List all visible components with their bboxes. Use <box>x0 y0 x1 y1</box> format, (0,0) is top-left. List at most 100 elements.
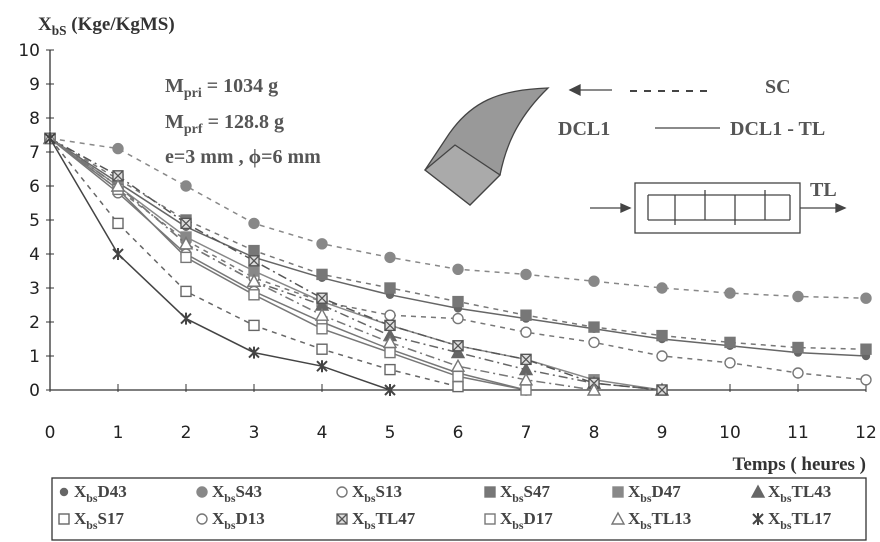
annotation: TL <box>810 179 837 201</box>
marker <box>196 486 208 498</box>
marker <box>316 268 328 281</box>
marker <box>384 309 396 321</box>
legend-entry: XbsS43 <box>196 482 262 505</box>
marker <box>110 178 126 192</box>
marker <box>656 329 668 342</box>
legend-label: XbsD13 <box>212 509 265 532</box>
marker <box>112 217 124 230</box>
marker <box>248 346 260 359</box>
y-tick-label: 4 <box>29 245 40 265</box>
marker <box>452 263 464 275</box>
marker <box>180 312 192 325</box>
marker <box>452 340 464 352</box>
series-line <box>49 137 527 391</box>
marker <box>452 370 464 383</box>
series-line <box>49 137 663 391</box>
marker <box>484 513 496 525</box>
marker <box>178 236 194 250</box>
x-tick-label: 1 <box>113 423 124 443</box>
x-tick-label: 12 <box>855 423 877 443</box>
marker <box>246 273 262 287</box>
legend-entry: XbsD43 <box>59 482 127 505</box>
x-tick-label: 2 <box>181 423 192 443</box>
marker <box>752 513 764 525</box>
x-tick-label: 4 <box>317 423 328 443</box>
y-tick-label: 0 <box>29 381 40 401</box>
marker <box>450 358 466 372</box>
annotation: DCL1 <box>558 118 610 140</box>
marker <box>336 513 348 525</box>
legend-entry: XbsD13 <box>196 509 265 532</box>
series-line <box>49 138 391 391</box>
series-line <box>49 137 663 391</box>
marker <box>44 132 56 145</box>
x-axis-label: Temps ( heures ) <box>732 454 866 475</box>
marker <box>316 343 328 355</box>
marker <box>180 217 192 230</box>
series-line <box>49 137 527 391</box>
marker <box>452 380 464 393</box>
annotation: e=3 mm , ϕ=6 mm <box>165 146 321 168</box>
marker <box>724 336 736 349</box>
legend-label: XbsS43 <box>212 482 262 505</box>
marker <box>610 511 626 525</box>
marker <box>656 282 668 294</box>
marker <box>724 357 736 369</box>
marker <box>384 346 396 359</box>
legend-label: XbsTL43 <box>768 482 831 505</box>
annotation: SC <box>765 76 791 98</box>
marker <box>452 312 464 325</box>
marker <box>656 350 668 362</box>
marker <box>248 319 260 332</box>
marker <box>384 363 396 376</box>
x-tick-label: 7 <box>521 423 532 443</box>
marker <box>248 217 260 230</box>
marker <box>612 486 624 498</box>
marker <box>724 287 736 299</box>
legend-label: XbsTL17 <box>768 509 832 532</box>
x-tick-label: 0 <box>45 423 56 443</box>
legend-label: XbsD43 <box>74 482 127 505</box>
marker <box>860 292 872 304</box>
legend-entry: XbsD47 <box>612 482 681 505</box>
marker <box>520 309 532 321</box>
y-tick-label: 2 <box>29 313 40 333</box>
legend-entry: XbsS17 <box>58 509 124 532</box>
y-tick-label: 1 <box>29 347 40 367</box>
legend-entry: XbsS13 <box>336 482 402 505</box>
x-tick-label: 3 <box>249 423 260 443</box>
marker <box>520 384 532 396</box>
y-tick-label: 6 <box>29 177 40 197</box>
marker <box>180 251 192 264</box>
marker <box>316 360 328 373</box>
marker <box>656 384 668 396</box>
marker <box>384 251 396 264</box>
marker <box>382 334 398 349</box>
legend-label: XbsS17 <box>74 509 124 532</box>
marker <box>520 326 532 338</box>
marker <box>384 384 396 396</box>
marker <box>248 244 260 257</box>
marker <box>59 487 69 497</box>
y-tick-label: 10 <box>18 41 40 61</box>
legend-label: XbsS47 <box>500 482 550 505</box>
marker <box>860 374 872 386</box>
marker <box>248 289 260 301</box>
marker <box>112 248 124 260</box>
marker <box>452 295 464 308</box>
marker <box>586 382 602 396</box>
series-line <box>49 137 663 391</box>
y-tick-label: 9 <box>29 75 40 95</box>
marker <box>750 484 766 498</box>
marker <box>180 285 192 298</box>
y-axis-label: XbS (Kge/KgMS) <box>38 14 175 38</box>
x-tick-label: 5 <box>385 423 396 443</box>
legend-label: XbsD17 <box>500 509 553 532</box>
marker <box>384 319 396 332</box>
x-tick-label: 11 <box>787 423 809 443</box>
legend-entry: XbsTL47 <box>336 509 416 532</box>
legend-entry: XbsD17 <box>484 509 553 532</box>
marker <box>520 353 532 366</box>
legend-box <box>51 477 867 541</box>
legend-entry: XbsTL13 <box>610 509 691 532</box>
